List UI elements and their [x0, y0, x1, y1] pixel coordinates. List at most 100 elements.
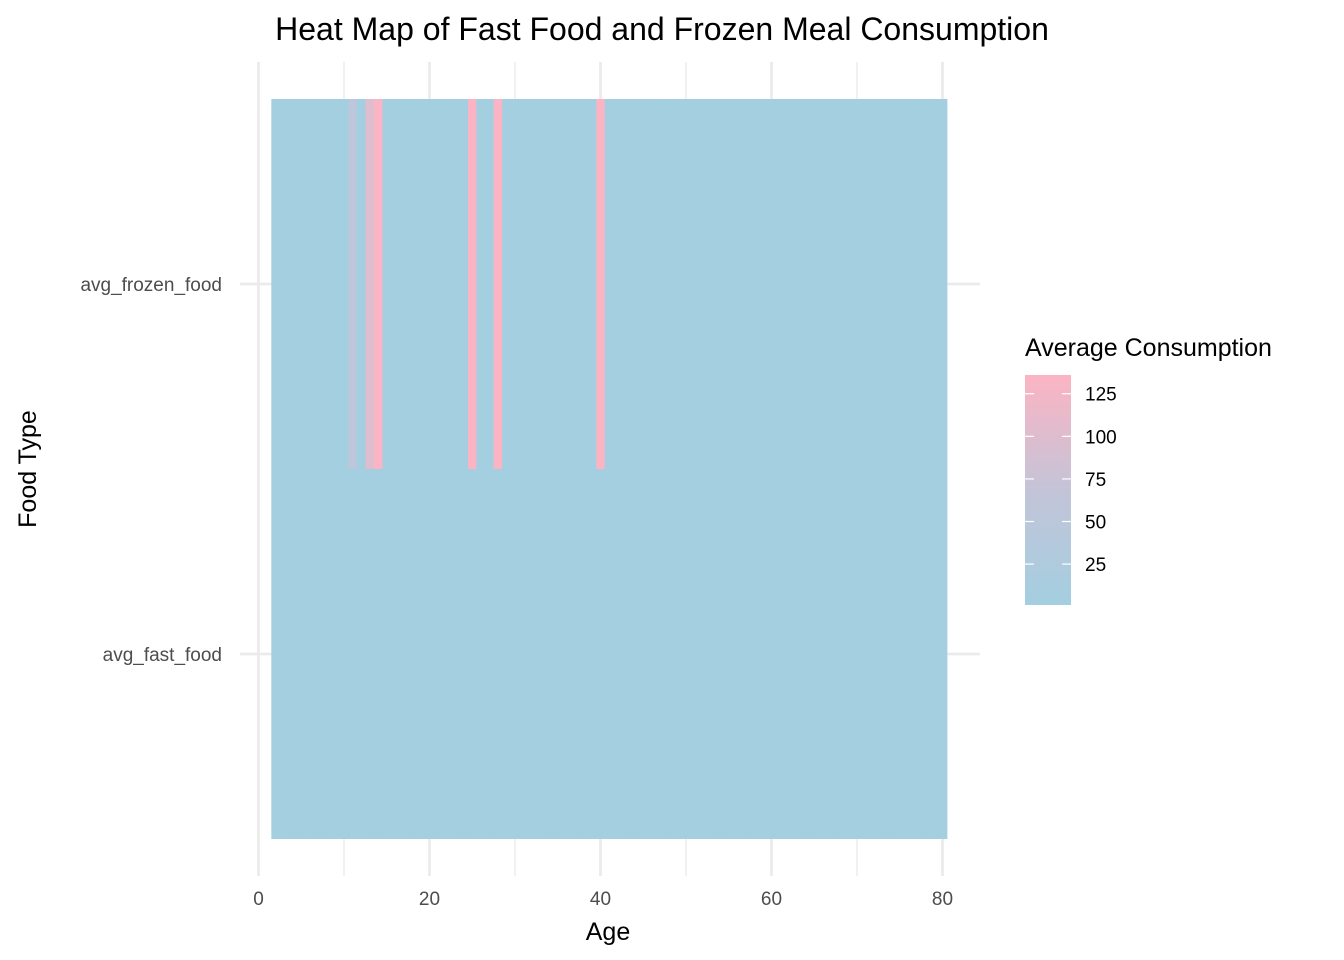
heatmap-tile [707, 99, 717, 469]
heatmap-tile [929, 469, 939, 839]
heatmap-tile [758, 99, 768, 469]
heatmap-tile [621, 469, 632, 839]
heatmap-tile [408, 469, 418, 839]
heatmap-tile [493, 469, 503, 839]
heatmap-tile [809, 469, 820, 839]
heatmap-tile [775, 99, 785, 469]
heatmap-tile [579, 99, 589, 469]
heatmap-tile [442, 99, 452, 469]
heatmap-tile [510, 469, 520, 839]
heatmap-tile [570, 99, 580, 469]
heatmap-tile [681, 99, 691, 469]
heatmap-tile [690, 469, 700, 839]
heatmap-tile [296, 99, 307, 469]
heatmap-tile [775, 469, 785, 839]
heatmap-tile [818, 99, 828, 469]
heatmap-tile [801, 99, 811, 469]
heatmap-tile [741, 99, 751, 469]
heatmap-tile [365, 469, 375, 839]
heatmap-tile [630, 99, 640, 469]
heatmap-tile [562, 469, 572, 839]
legend-label: 125 [1085, 385, 1117, 406]
heatmap-tile [467, 99, 478, 469]
heatmap-tile [485, 99, 495, 469]
heatmap-tile [408, 99, 418, 469]
heatmap-tile [527, 469, 537, 839]
heatmap-tile [715, 99, 726, 469]
heatmap-tile [844, 99, 854, 469]
heatmap-tile [450, 99, 461, 469]
heatmap-tile [664, 469, 674, 839]
heatmap-tile [878, 469, 888, 839]
heatmap-tile [912, 469, 922, 839]
heatmap-tile [519, 469, 529, 839]
heatmap-tile [878, 99, 888, 469]
legend-color-bar [1025, 375, 1071, 605]
heatmap-tile [886, 469, 897, 839]
heatmap-tiles [271, 99, 948, 839]
heatmap-tile [587, 99, 597, 469]
heatmap-tile [604, 469, 614, 839]
heatmap-tile [724, 469, 734, 839]
heatmap-tile [356, 469, 366, 839]
heatmap-tile [459, 99, 469, 469]
heatmap-tile [425, 99, 435, 469]
heatmap-tile [938, 99, 948, 469]
heatmap-tile [553, 99, 563, 469]
x-tick-label: 80 [932, 889, 953, 910]
heatmap-tile [604, 99, 614, 469]
heatmap-tile [784, 469, 794, 839]
heatmap-tile [835, 469, 845, 839]
heatmap-tile [562, 99, 572, 469]
heatmap-tile [818, 469, 828, 839]
heatmap-tile [331, 99, 341, 469]
heatmap-tile [391, 469, 401, 839]
heatmap-tile [673, 469, 683, 839]
heatmap-tile [433, 469, 443, 839]
heatmap-tile [835, 99, 845, 469]
chart-title: Heat Map of Fast Food and Frozen Meal Co… [275, 11, 1049, 47]
heatmap-tile [442, 469, 452, 839]
y-axis-title: Food Type [14, 410, 42, 528]
heatmap-tile [809, 99, 820, 469]
heatmap-tile [647, 469, 657, 839]
heatmap-tile [852, 99, 862, 469]
heatmap-tile [279, 469, 290, 839]
heatmap-tile [827, 469, 837, 839]
heatmap-tile [476, 469, 486, 839]
heatmap-tile [656, 99, 666, 469]
heatmap-tile [638, 469, 649, 839]
heatmap-tile [921, 99, 931, 469]
heatmap-tile [861, 469, 871, 839]
heatmap-tile [681, 469, 691, 839]
legend: Average Consumption 25 50 75 100 125 [1025, 334, 1272, 605]
heatmap-tile [339, 469, 349, 839]
heatmap-tile [373, 99, 384, 469]
heatmap-tile [322, 99, 332, 469]
heatmap-tile [339, 99, 349, 469]
x-tick-label: 60 [761, 889, 782, 910]
heatmap-tile [792, 99, 803, 469]
heatmap-tile [673, 99, 683, 469]
heatmap-tile [587, 469, 597, 839]
heatmap-tile [348, 99, 358, 469]
heatmap-tile [767, 99, 777, 469]
heatmap-tile [314, 469, 324, 839]
heatmap-tile [331, 469, 341, 839]
legend-label: 100 [1085, 427, 1117, 448]
heatmap-tile [895, 99, 905, 469]
heatmap-tile [904, 469, 914, 839]
heatmap-tile [296, 469, 307, 839]
heatmap-tile [921, 469, 931, 839]
legend-ticks: 25 50 75 100 125 [1025, 385, 1117, 576]
heatmap-tile [382, 99, 392, 469]
heatmap-tile [416, 99, 426, 469]
heatmap-tile [305, 99, 315, 469]
heatmap-tile [895, 469, 905, 839]
heatmap-tile [869, 469, 879, 839]
heatmap-tile [279, 99, 290, 469]
heatmap-tile [664, 99, 674, 469]
heatmap-tile [801, 469, 811, 839]
heatmap-tile [784, 99, 794, 469]
